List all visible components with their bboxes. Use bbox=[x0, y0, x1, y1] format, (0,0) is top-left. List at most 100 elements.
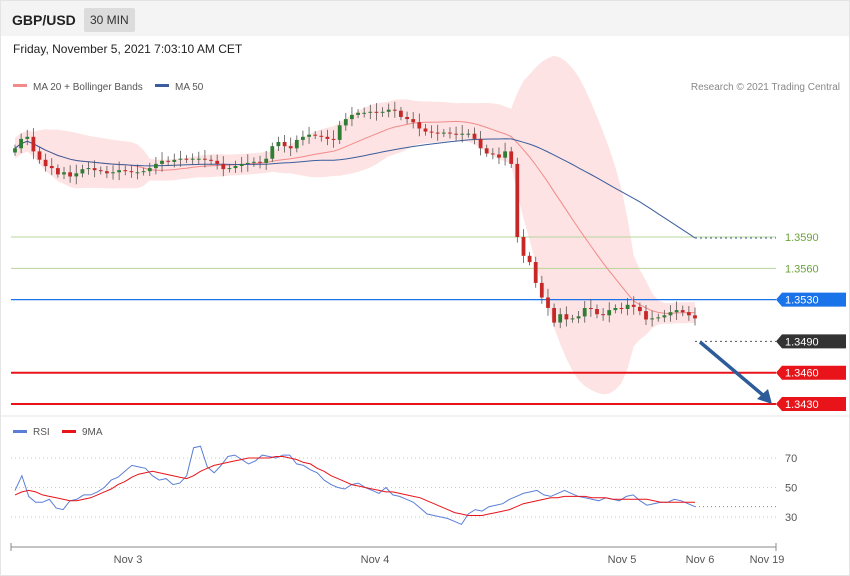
candle-body bbox=[625, 304, 630, 309]
candle-body bbox=[613, 308, 618, 311]
time-tick-label: Nov 5 bbox=[608, 554, 637, 566]
candle-body bbox=[368, 111, 373, 113]
bollinger-band-area bbox=[15, 55, 695, 395]
candle-body bbox=[43, 159, 48, 167]
candle-body bbox=[399, 110, 403, 117]
candle-body bbox=[325, 136, 330, 139]
candle-body bbox=[343, 119, 348, 126]
candle-body bbox=[576, 316, 581, 319]
rsi-panel: RSI 9MA 70 50 30 bbox=[11, 427, 797, 526]
candle-body bbox=[288, 146, 293, 149]
candle-body bbox=[386, 109, 391, 112]
rsi-legend-swatch bbox=[13, 430, 27, 433]
ma20-legend-swatch bbox=[13, 84, 27, 87]
candle-body bbox=[595, 309, 599, 315]
candle-body bbox=[25, 136, 30, 139]
candle-body bbox=[350, 114, 354, 120]
candle-body bbox=[638, 306, 642, 312]
forecast-arrow-head bbox=[757, 389, 772, 404]
candle-body bbox=[172, 159, 177, 162]
time-tick-label: Nov 19 bbox=[750, 554, 785, 566]
candle-body bbox=[374, 111, 379, 113]
candle-body bbox=[209, 159, 213, 161]
ma50-line bbox=[14, 138, 696, 239]
candle-body bbox=[362, 112, 367, 114]
candle-body bbox=[270, 146, 275, 159]
candle-body bbox=[589, 308, 593, 309]
candle-body bbox=[484, 148, 489, 154]
candle-body bbox=[441, 132, 446, 134]
ma20-legend-label: MA 20 + Bollinger Bands bbox=[33, 82, 143, 93]
candle-body bbox=[417, 122, 422, 129]
candle-body bbox=[490, 153, 495, 155]
rsi-line bbox=[14, 445, 696, 526]
ma50-legend-label: MA 50 bbox=[175, 82, 204, 93]
candle-body bbox=[154, 163, 158, 169]
candle-body bbox=[245, 162, 250, 164]
candle-body bbox=[644, 311, 648, 320]
bollinger-band-layer bbox=[15, 55, 695, 395]
candle-body bbox=[521, 237, 526, 256]
candle-body bbox=[539, 282, 544, 298]
candle-body bbox=[233, 166, 238, 169]
candle-body bbox=[454, 133, 458, 135]
candle-body bbox=[429, 131, 434, 133]
candle-body bbox=[221, 163, 226, 170]
rsi-tick-50: 50 bbox=[785, 483, 797, 495]
candlestick-layer bbox=[13, 101, 697, 329]
candle-body bbox=[656, 317, 661, 319]
level-label-1.3530: 1.3530 bbox=[785, 295, 819, 307]
candle-body bbox=[160, 160, 164, 164]
candle-body bbox=[307, 134, 311, 137]
candle-body bbox=[49, 166, 54, 169]
credit-label: Research © 2021 Trading Central bbox=[691, 82, 840, 93]
candle-body bbox=[662, 315, 667, 318]
candle-body bbox=[392, 109, 397, 111]
candle-body bbox=[503, 151, 507, 158]
level-tag-1.3460 bbox=[776, 365, 846, 380]
rsi-legend-label: RSI bbox=[33, 427, 50, 438]
time-tick-label: Nov 6 bbox=[686, 554, 715, 566]
rsi-tick-30: 30 bbox=[785, 512, 797, 524]
candle-body bbox=[448, 132, 452, 134]
candle-body bbox=[570, 318, 575, 320]
timeframe-badge[interactable]: 30 MIN bbox=[84, 8, 135, 32]
level-label-1.3490: 1.3490 bbox=[785, 336, 819, 348]
candle-body bbox=[13, 148, 17, 153]
candle-body bbox=[196, 158, 201, 160]
candle-body bbox=[301, 136, 305, 140]
candle-body bbox=[258, 161, 262, 163]
candle-body bbox=[607, 310, 612, 316]
candle-body bbox=[380, 111, 385, 113]
candle-body bbox=[86, 168, 91, 170]
chart-datetime: Friday, November 5, 2021 7:03:10 AM CET bbox=[13, 42, 243, 56]
candle-body bbox=[509, 151, 514, 164]
legend-layer: MA 20 + Bollinger Bands MA 50 Research ©… bbox=[13, 82, 840, 93]
candle-body bbox=[276, 142, 281, 147]
level-tag-1.3490 bbox=[776, 334, 846, 349]
candle-body bbox=[98, 170, 103, 172]
candle-body bbox=[147, 168, 152, 172]
candle-body bbox=[227, 168, 232, 170]
candle-body bbox=[478, 138, 483, 149]
candle-body bbox=[423, 128, 428, 132]
candle-body bbox=[650, 318, 654, 320]
candle-body bbox=[111, 172, 115, 174]
chart-header: GBP/USD 30 MIN bbox=[1, 1, 849, 36]
candle-body bbox=[294, 139, 299, 149]
candle-body bbox=[533, 262, 538, 283]
level-tags-layer: 1.3590 1.3560 1.3530 1.3490 1.3460 1.3430 bbox=[776, 232, 846, 411]
forecast-arrow-layer bbox=[698, 340, 772, 404]
candle-body bbox=[56, 168, 60, 175]
candle-body bbox=[693, 315, 697, 319]
forecast-arrow-shaft bbox=[698, 340, 766, 398]
level-tag-1.3530 bbox=[776, 292, 846, 307]
candle-body bbox=[184, 158, 189, 160]
candle-body bbox=[203, 158, 207, 160]
candle-body bbox=[558, 314, 563, 323]
candle-body bbox=[68, 172, 72, 177]
candle-body bbox=[472, 133, 477, 139]
candle-body bbox=[337, 125, 342, 140]
